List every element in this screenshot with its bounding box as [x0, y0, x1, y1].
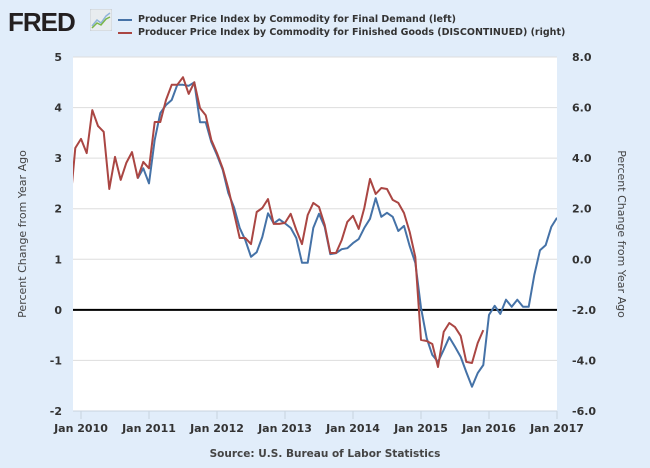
- x-tick-label: Jan 2012: [189, 422, 244, 435]
- y-tick-left: 4: [54, 102, 62, 115]
- y-tick-left: -1: [50, 354, 62, 367]
- y-tick-left: 1: [54, 253, 62, 266]
- x-tick-label: Jan 2016: [461, 422, 516, 435]
- legend-label: Producer Price Index by Commodity for Fi…: [138, 14, 456, 25]
- legend: Producer Price Index by Commodity for Fi…: [118, 13, 565, 39]
- y-axis-label-right: Percent Change from Year Ago: [615, 150, 628, 318]
- x-tick-label: Jan 2014: [325, 422, 380, 435]
- y-tick-right: -2.0: [572, 304, 596, 317]
- x-tick-label: Jan 2017: [529, 422, 584, 435]
- legend-swatch-red: [118, 31, 132, 34]
- series-line-final-demand[interactable]: [136, 81, 557, 388]
- legend-item-finished-goods[interactable]: Producer Price Index by Commodity for Fi…: [118, 26, 565, 39]
- x-tick-label: Jan 2011: [121, 422, 176, 435]
- y-tick-right: 2.0: [572, 203, 592, 216]
- y-tick-left: 2: [54, 203, 62, 216]
- legend-swatch-blue: [118, 18, 132, 21]
- y-tick-right: -6.0: [572, 405, 596, 418]
- y-tick-right: -4.0: [572, 354, 596, 367]
- x-tick-label: Jan 2010: [53, 422, 108, 435]
- plot-area: [73, 57, 557, 411]
- y-tick-right: 4.0: [572, 152, 592, 165]
- y-tick-left: 0: [54, 304, 62, 317]
- y-tick-left: 3: [54, 152, 62, 165]
- trend-chart-icon: [90, 9, 112, 31]
- chart-header: FRED Producer Price Index by Commodity f…: [0, 0, 650, 48]
- y-axis-label-left: Percent Change from Year Ago: [16, 150, 29, 318]
- y-tick-right: 8.0: [572, 51, 592, 64]
- series-line-finished-goods[interactable]: [70, 76, 485, 368]
- y-tick-left: -2: [50, 405, 62, 418]
- x-tick-label: Jan 2013: [257, 422, 312, 435]
- legend-label: Producer Price Index by Commodity for Fi…: [138, 27, 566, 38]
- y-tick-right: 0.0: [572, 253, 592, 266]
- fred-logo[interactable]: FRED: [8, 7, 76, 37]
- legend-item-final-demand[interactable]: Producer Price Index by Commodity for Fi…: [118, 13, 565, 26]
- y-tick-left: 5: [54, 51, 62, 64]
- source-note: Source: U.S. Bureau of Labor Statistics: [209, 448, 441, 460]
- x-tick-label: Jan 2015: [393, 422, 448, 435]
- y-tick-right: 6.0: [572, 102, 592, 115]
